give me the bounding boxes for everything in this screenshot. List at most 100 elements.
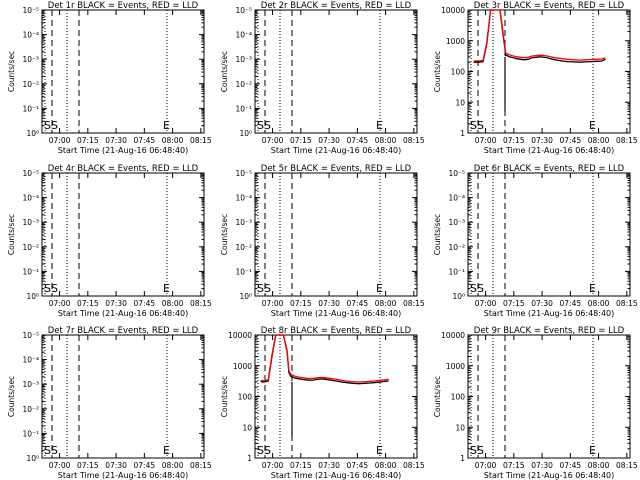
chart-title: Det 2r BLACK = Events, RED = LLD	[261, 1, 412, 11]
start-marker-label: S	[257, 119, 264, 132]
x-tick-label: 07:45	[134, 461, 156, 470]
x-tick-label: 08:15	[190, 461, 212, 470]
chart-panel-8: Det 8r BLACK = Events, RED = LLD 1 10 100 10…	[220, 326, 425, 480]
y-tick-label: 10⁻⁴	[22, 356, 39, 365]
chart-title: Det 7r BLACK = Events, RED = LLD	[48, 326, 199, 336]
x-tick-label: 07:45	[347, 136, 369, 145]
y-tick-label: 10⁻³	[22, 380, 39, 389]
x-tick-label: 08:15	[403, 136, 425, 145]
start-marker-label: S	[257, 444, 264, 457]
end-marker-label: E	[376, 444, 383, 457]
x-axis-label: Start Time (21-Aug-16 06:48:40)	[484, 471, 615, 480]
start-marker-label: S	[264, 444, 271, 457]
chart-title: Det 5r BLACK = Events, RED = LLD	[261, 164, 412, 174]
x-tick-label: 07:30	[318, 136, 340, 145]
y-tick-label: 10⁻³	[235, 218, 252, 227]
chart-panel-9: Det 9r BLACK = Events, RED = LLD 1 10 100 10…	[433, 326, 638, 480]
y-tick-label: 100	[238, 393, 253, 402]
x-tick-label: 07:30	[531, 136, 553, 145]
x-tick-label: 07:00	[262, 461, 284, 470]
x-axis-label: Start Time (21-Aug-16 06:48:40)	[484, 309, 615, 318]
y-tick-label: 10⁻⁵	[235, 6, 252, 15]
x-tick-label: 07:00	[475, 136, 497, 145]
x-tick-label: 07:15	[290, 136, 312, 145]
x-axis-label: Start Time (21-Aug-16 06:48:40)	[271, 146, 402, 155]
x-tick-label: 07:00	[262, 136, 284, 145]
end-marker-label: E	[589, 119, 596, 132]
x-tick-label: 08:00	[162, 136, 184, 145]
y-axis-label: Counts/sec	[7, 51, 16, 92]
y-axis-label: Counts/sec	[220, 51, 229, 92]
end-marker-label: E	[589, 444, 596, 457]
y-axis-label: Counts/sec	[7, 214, 16, 255]
start-marker-label: S	[51, 119, 58, 132]
x-tick-label: 08:00	[588, 136, 610, 145]
x-tick-label: 08:15	[403, 461, 425, 470]
x-tick-label: 07:15	[503, 136, 525, 145]
end-marker-label: E	[163, 119, 170, 132]
start-marker-label: S	[470, 282, 477, 295]
chart-panel-7: Det 7r BLACK = Events, RED = LLD 10⁰ 10⁻¹ 1…	[7, 326, 212, 480]
x-tick-label: 08:00	[375, 136, 397, 145]
y-axis-label: Counts/sec	[220, 214, 229, 255]
plot-frame	[467, 9, 631, 134]
chart-panel-6: Det 6r BLACK = Events, RED = LLD 10⁰ 10⁻¹ 1…	[433, 164, 638, 318]
y-tick-label: 10⁻¹	[235, 267, 252, 276]
x-tick-label: 07:15	[290, 299, 312, 308]
y-tick-label: 10⁻²	[448, 243, 465, 252]
y-tick-label: 100	[451, 68, 466, 77]
x-tick-label: 07:45	[347, 299, 369, 308]
y-tick-label: 1	[460, 129, 465, 138]
x-tick-label: 07:30	[105, 136, 127, 145]
x-tick-label: 07:15	[77, 136, 99, 145]
x-tick-label: 07:45	[134, 299, 156, 308]
x-tick-label: 07:15	[503, 299, 525, 308]
y-tick-label: 10⁰	[239, 292, 252, 301]
y-tick-label: 10⁻³	[22, 55, 39, 64]
x-tick-label: 08:15	[616, 136, 638, 145]
y-tick-label: 10⁻⁴	[235, 194, 252, 203]
start-marker-label: S	[470, 119, 477, 132]
chart-panel-3: Det 3r BLACK = Events, RED = LLD 1 10 100 10…	[433, 1, 638, 155]
x-axis-label: Start Time (21-Aug-16 06:48:40)	[58, 309, 189, 318]
y-tick-label: 10⁻³	[22, 218, 39, 227]
x-tick-label: 07:00	[49, 136, 71, 145]
y-axis-label: Counts/sec	[433, 376, 442, 417]
plot-frame	[467, 334, 631, 459]
x-tick-label: 08:15	[616, 461, 638, 470]
start-marker-label: S	[51, 444, 58, 457]
start-marker-label: S	[264, 282, 271, 295]
x-tick-label: 08:15	[403, 299, 425, 308]
plot-frame	[254, 334, 418, 459]
plot-frame	[254, 9, 418, 134]
series-line-events	[473, 9, 606, 63]
x-tick-label: 08:15	[190, 136, 212, 145]
y-tick-label: 10⁻⁵	[22, 169, 39, 178]
y-tick-label: 10⁻²	[22, 80, 39, 89]
x-tick-label: 07:15	[77, 461, 99, 470]
start-marker-label: S	[264, 119, 271, 132]
y-tick-label: 10⁻²	[235, 243, 252, 252]
x-tick-label: 07:45	[560, 136, 582, 145]
start-marker-label: S	[44, 119, 51, 132]
y-tick-label: 10⁰	[26, 292, 39, 301]
x-tick-label: 07:00	[475, 299, 497, 308]
y-tick-label: 10	[455, 98, 465, 107]
x-tick-label: 07:00	[475, 461, 497, 470]
y-tick-label: 10⁰	[26, 129, 39, 138]
plot-frame	[41, 172, 205, 297]
x-tick-label: 07:15	[503, 461, 525, 470]
x-tick-label: 07:00	[49, 299, 71, 308]
x-tick-label: 07:30	[105, 299, 127, 308]
plot-frame	[41, 334, 205, 459]
x-axis-label: Start Time (21-Aug-16 06:48:40)	[58, 471, 189, 480]
x-tick-label: 07:15	[290, 461, 312, 470]
y-tick-label: 10000	[441, 6, 465, 15]
y-tick-label: 10⁻⁵	[448, 169, 465, 178]
x-axis-label: Start Time (21-Aug-16 06:48:40)	[271, 309, 402, 318]
chart-title: Det 6r BLACK = Events, RED = LLD	[474, 164, 625, 174]
y-tick-label: 10⁻⁴	[22, 194, 39, 203]
start-marker-label: S	[51, 282, 58, 295]
plot-frame	[467, 172, 631, 297]
